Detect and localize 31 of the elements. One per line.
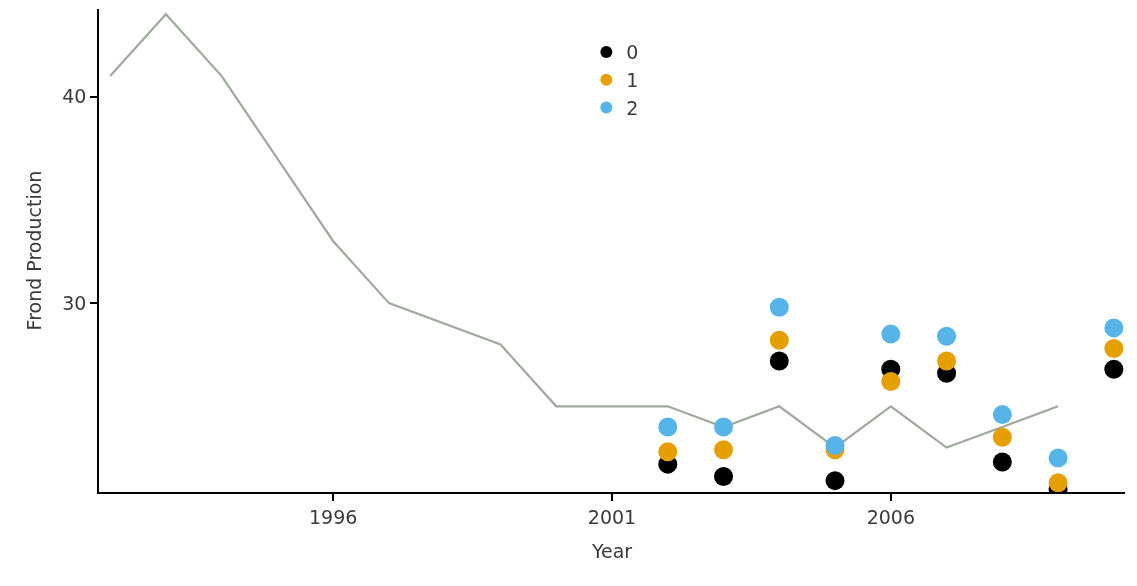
point bbox=[1048, 473, 1068, 492]
legend-label: 0 bbox=[626, 41, 639, 64]
point bbox=[937, 326, 957, 346]
point bbox=[937, 351, 957, 371]
x-tick-label: 1996 bbox=[309, 505, 358, 528]
point bbox=[658, 442, 678, 462]
point bbox=[992, 405, 1012, 425]
point bbox=[1104, 318, 1124, 338]
y-tick-label: 30 bbox=[62, 291, 87, 314]
x-tick-label: 2006 bbox=[866, 505, 915, 528]
point bbox=[714, 467, 734, 487]
legend-label: 1 bbox=[626, 69, 639, 92]
point bbox=[825, 471, 845, 491]
point bbox=[658, 417, 678, 437]
point bbox=[769, 330, 789, 350]
point bbox=[714, 440, 734, 460]
point bbox=[881, 372, 901, 392]
x-tick-label: 2001 bbox=[587, 505, 637, 528]
point bbox=[992, 452, 1012, 472]
point bbox=[881, 324, 901, 344]
point bbox=[1104, 359, 1124, 379]
y-tick-label: 40 bbox=[62, 85, 87, 108]
x-axis-title: Year bbox=[590, 539, 633, 562]
point bbox=[1048, 448, 1068, 468]
point bbox=[769, 351, 789, 371]
y-axis-title: Frond Production bbox=[22, 170, 45, 331]
point bbox=[1104, 339, 1124, 359]
point bbox=[769, 297, 789, 317]
point bbox=[992, 427, 1012, 447]
point bbox=[714, 417, 734, 437]
legend-label: 2 bbox=[626, 96, 639, 119]
